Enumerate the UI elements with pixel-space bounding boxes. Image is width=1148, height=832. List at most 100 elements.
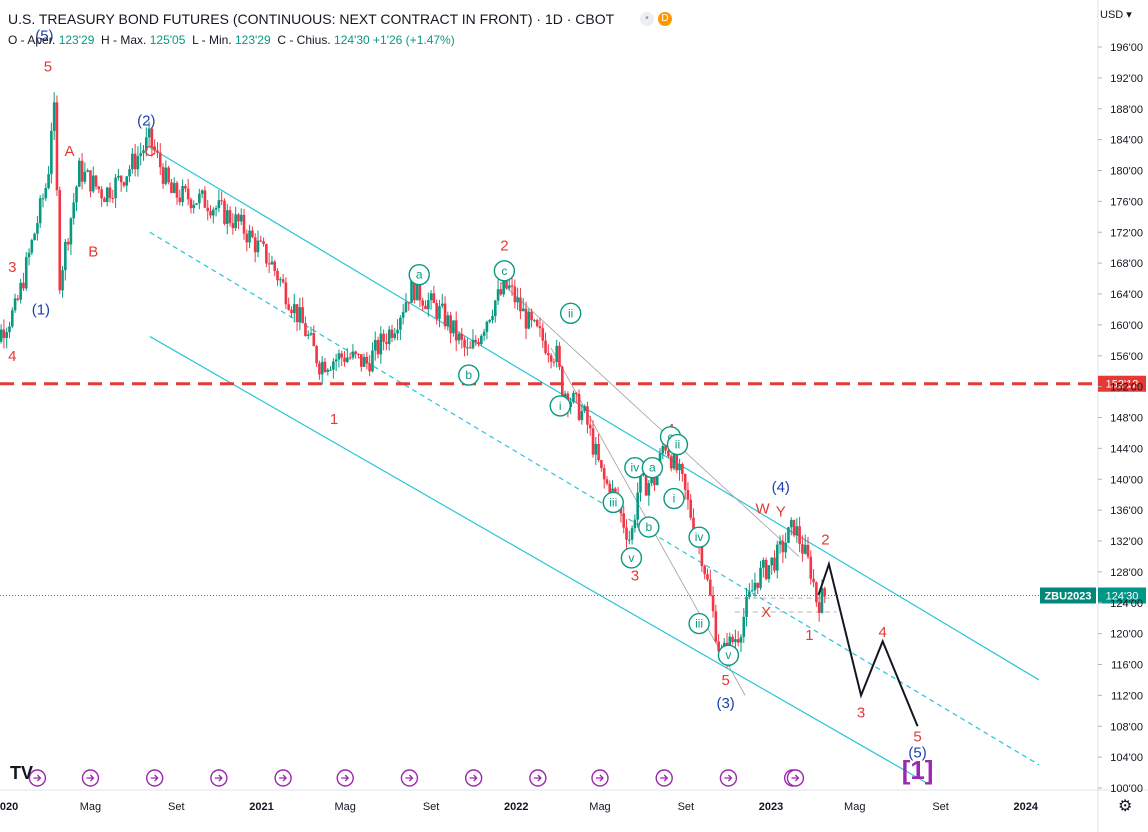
candle-body: [806, 544, 810, 557]
low-value: 123'29: [234, 33, 271, 47]
circled-wave-label: a: [649, 461, 656, 475]
candle-body: [24, 257, 28, 289]
candle-body: [103, 198, 106, 203]
candle-body: [496, 289, 500, 301]
candle-body: [463, 339, 466, 348]
circled-wave-marker: [408, 264, 430, 286]
price-axis[interactable]: 196'00 192'00 188'00 184'00 180'00 176'00 172'…: [1098, 42, 1143, 795]
high-value: 125'05: [149, 33, 186, 47]
wave-label: 1: [805, 627, 813, 644]
event-arrow-icon: [660, 774, 669, 782]
candle-body: [823, 588, 827, 597]
candle-body: [552, 361, 556, 363]
candle-body: [164, 167, 168, 184]
x-tick-label: Mag: [80, 801, 101, 813]
candle-body: [424, 305, 427, 310]
candle-body: [220, 200, 223, 202]
candle-body: [19, 282, 22, 300]
candle-body: [683, 473, 687, 490]
candle-body: [242, 214, 246, 234]
candle-body: [561, 366, 564, 397]
candle-body: [421, 300, 425, 306]
candle-body: [795, 526, 799, 536]
candle-body: [192, 204, 196, 209]
channel-line: [500, 282, 800, 557]
candle-body: [580, 411, 584, 420]
candle-body: [144, 137, 148, 151]
candle-body: [66, 241, 70, 245]
event-arrow-icon: [791, 774, 800, 782]
candle-body: [815, 582, 818, 603]
header-badges: • D: [640, 12, 672, 26]
event-arrow-icon: [724, 774, 733, 782]
candle-body: [326, 369, 330, 372]
candle-body: [292, 304, 296, 314]
candle-body: [390, 329, 394, 338]
open-label: O - Aper.: [8, 33, 56, 47]
candle-body: [636, 492, 639, 520]
candle-body: [371, 350, 374, 372]
candle-body: [770, 557, 773, 566]
candle-body: [343, 357, 346, 362]
candle-body: [555, 345, 559, 362]
candle-body: [717, 641, 720, 652]
y-tick-label: 156'00: [1110, 351, 1143, 363]
candle-body: [792, 519, 796, 536]
candle-body: [734, 639, 737, 643]
candle-body: [234, 214, 237, 229]
candle-body: [290, 309, 293, 314]
candle-body: [178, 197, 182, 203]
time-axis[interactable]: 2020 Mag Set 2021 Mag Set 2022 Mag Set 2023 Mag Set…: [0, 801, 1039, 813]
candle-body: [50, 130, 53, 175]
x-tick-label: Set: [678, 801, 695, 813]
close-label: C - Chius.: [277, 33, 331, 47]
candle-body: [396, 329, 399, 334]
candle-body: [633, 519, 637, 529]
wave-label: C: [144, 143, 155, 160]
candle-body: [52, 102, 56, 131]
circled-wave-label: c: [501, 264, 507, 278]
candle-body: [298, 307, 302, 323]
candle-body: [499, 289, 503, 295]
candle-body: [787, 527, 790, 543]
candle-body: [764, 559, 768, 579]
gear-icon[interactable]: ⚙: [1118, 798, 1133, 815]
y-tick-label: 148'00: [1110, 413, 1143, 425]
candle-body: [482, 331, 486, 336]
wave-label: 2: [500, 237, 508, 254]
status-dot-badge[interactable]: •: [640, 12, 654, 26]
candle-body: [167, 167, 170, 183]
candle-body: [340, 353, 344, 358]
candle-body: [457, 333, 461, 341]
x-tick-label: 2022: [504, 801, 528, 813]
candle-body: [359, 354, 363, 367]
candle-body: [133, 153, 137, 170]
circled-wave-marker: [688, 526, 710, 548]
candle-body: [711, 595, 715, 612]
candle-body: [156, 150, 159, 153]
candle-body: [474, 339, 478, 342]
candle-body: [33, 233, 36, 241]
event-arrow-icon: [341, 774, 350, 782]
candle-body: [628, 539, 631, 541]
delayed-badge[interactable]: D: [658, 12, 672, 26]
candle-body: [158, 152, 162, 168]
candle-body: [700, 543, 704, 567]
currency-selector[interactable]: USD ▾: [1100, 9, 1132, 21]
candle-body: [304, 323, 307, 337]
tradingview-logo[interactable]: TV: [10, 763, 34, 783]
candle-body: [527, 311, 531, 329]
circled-wave-label: i: [559, 399, 562, 413]
candle-body: [284, 282, 288, 305]
candle-body: [535, 320, 539, 327]
candle-body: [466, 347, 469, 349]
candle-body: [225, 210, 229, 224]
candle-body: [27, 252, 31, 258]
candle-body: [64, 241, 67, 271]
candle-body: [147, 128, 151, 138]
candle-body: [209, 211, 212, 216]
candle-body: [75, 186, 78, 203]
circled-wave-marker: [549, 395, 571, 417]
channel-line: [149, 231, 1040, 766]
